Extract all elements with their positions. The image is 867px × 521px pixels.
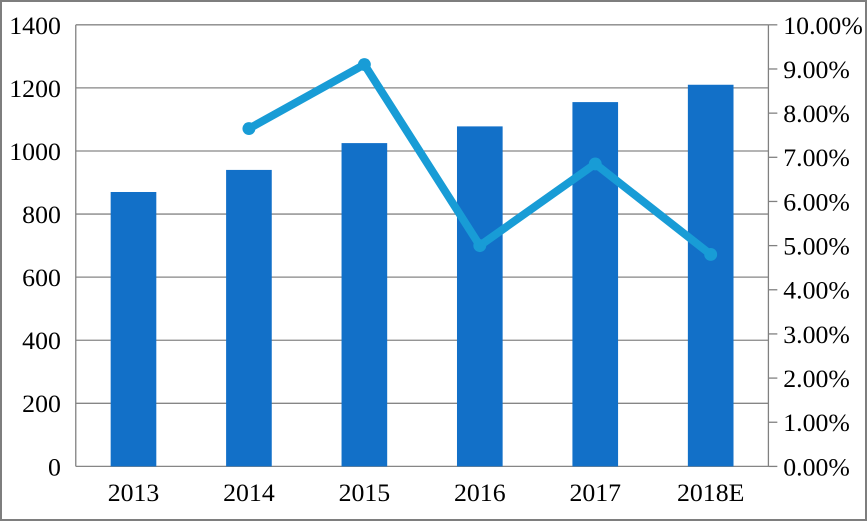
left-axis-tick-label: 0	[48, 452, 61, 481]
right-axis-tick-label: 8.00%	[783, 99, 850, 128]
line-marker	[473, 239, 487, 253]
bar-2013	[110, 191, 157, 467]
right-axis-tick-label: 0.00%	[783, 452, 850, 481]
left-axis-tick-label: 1200	[9, 74, 61, 103]
line-marker	[704, 247, 718, 261]
left-axis-tick-label: 400	[22, 326, 61, 355]
x-axis-label-2013: 2013	[108, 478, 160, 507]
right-axis-tick-label: 5.00%	[783, 232, 850, 261]
right-axis-tick-label: 10.00%	[783, 11, 863, 40]
bar-2015	[341, 143, 388, 467]
x-axis-label-2018E: 2018E	[677, 478, 744, 507]
line-marker	[588, 157, 602, 171]
right-axis-tick-label: 4.00%	[783, 276, 850, 305]
line-marker	[242, 122, 256, 136]
bar-2017	[572, 102, 619, 467]
left-axis-tick-label: 1000	[9, 137, 61, 166]
line-marker	[357, 58, 371, 72]
x-axis-label-2016: 2016	[454, 478, 506, 507]
left-axis-tick-label: 600	[22, 263, 61, 292]
right-axis-tick-label: 3.00%	[783, 320, 850, 349]
right-axis-tick-label: 1.00%	[783, 408, 850, 437]
x-axis-label-2014: 2014	[223, 478, 275, 507]
right-axis-tick-label: 7.00%	[783, 143, 850, 172]
left-axis-tick-label: 1400	[9, 11, 61, 40]
x-axis-label-2017: 2017	[569, 478, 621, 507]
right-axis-tick-label: 6.00%	[783, 187, 850, 216]
x-axis-label-2015: 2015	[339, 478, 391, 507]
right-axis-tick-label: 2.00%	[783, 364, 850, 393]
right-axis-tick-label: 9.00%	[783, 55, 850, 84]
left-axis-tick-label: 200	[22, 389, 61, 418]
bar-2016	[456, 126, 503, 467]
bar-2014	[226, 169, 272, 467]
bar-2018E	[687, 84, 734, 467]
left-axis-tick-label: 800	[22, 200, 61, 229]
